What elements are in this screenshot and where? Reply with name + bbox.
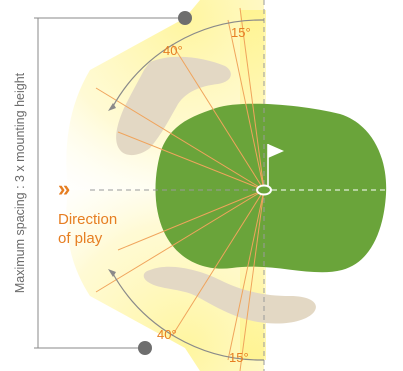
spacing-label: Maximum spacing : 3 x mounting height [13, 72, 27, 293]
beam-lines [95, 7, 265, 371]
bottom-outer-angle-label: 40° [157, 327, 177, 342]
direction-label-line-2: of play [58, 230, 103, 247]
top-arc-arrowhead [108, 103, 116, 111]
top-bunker [116, 56, 231, 156]
hole-cup [256, 184, 272, 196]
bottom-40-degree-arc [111, 271, 265, 361]
top-40-degree-arc [111, 19, 265, 109]
flag-icon [268, 144, 284, 158]
direction-label-line-1: Direction [58, 211, 117, 228]
direction-arrows-icon: » [58, 176, 70, 201]
top-inner-angle-label: 15° [231, 25, 251, 40]
bottom-light-pole-dot [138, 341, 152, 355]
bottom-arc-arrowhead [108, 269, 116, 277]
bottom-bunker [143, 266, 316, 324]
top-light-pole-dot [178, 11, 192, 25]
bottom-inner-angle-label: 15° [229, 350, 249, 365]
top-outer-angle-label: 40° [163, 43, 183, 58]
spacing-guide [34, 17, 185, 349]
